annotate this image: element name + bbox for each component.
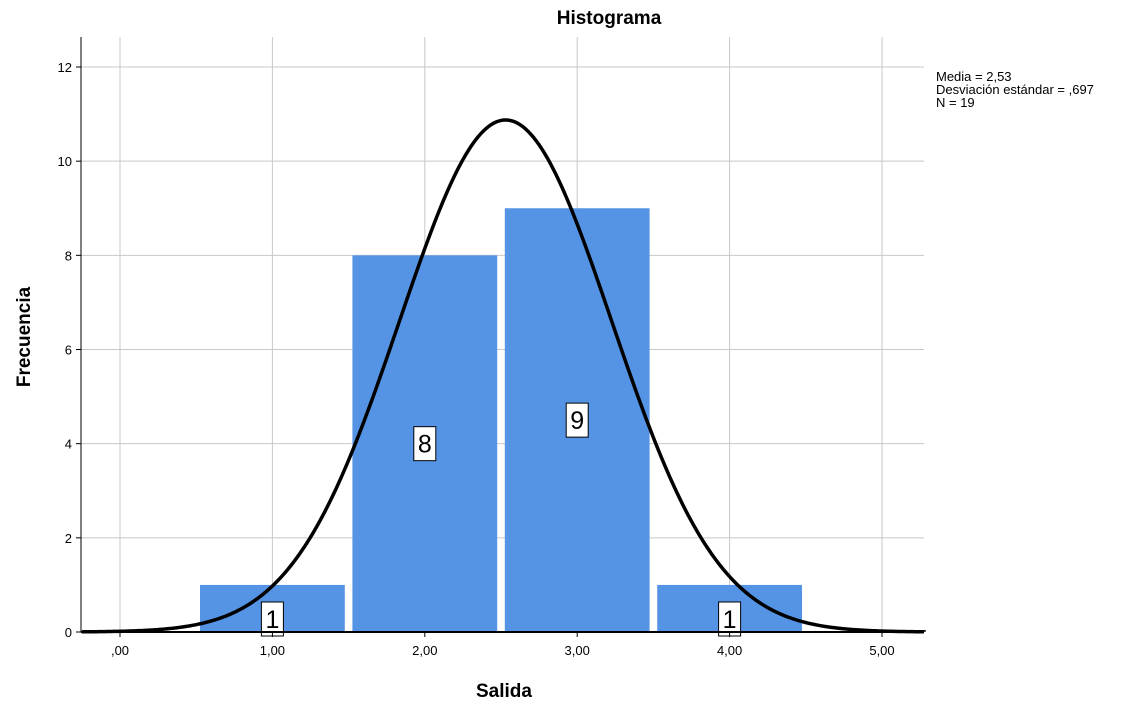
bar-label-box-3 [565, 402, 589, 438]
bar-label-box-2 [413, 426, 437, 462]
y-tick-label: 10 [58, 154, 72, 169]
stats-n: N = 19 [936, 95, 975, 110]
x-tick-label: 5,00 [869, 643, 894, 658]
chart-title: Histograma [557, 8, 662, 29]
normal-curve [81, 118, 926, 634]
stats-mean: Media = 2,53 [936, 69, 1012, 84]
grid-layer [81, 37, 924, 633]
x-tick-label: 1,00 [260, 643, 285, 658]
stats-sd: Desviación estándar = ,697 [936, 82, 1094, 97]
stats-box: Media = 2,53 Desviación estándar = ,697 … [936, 69, 1094, 110]
bar-label-3: 9 [570, 407, 584, 435]
bar-label-4: 1 [723, 606, 737, 634]
bar-label-1: 1 [265, 606, 279, 634]
x-tick-label: ,00 [111, 643, 129, 658]
y-tick-label: 0 [65, 625, 72, 640]
y-tick-label: 2 [65, 531, 72, 546]
x-tick-label: 2,00 [412, 643, 437, 658]
axis-layer: 0 2 4 6 8 10 12 ,00 1,00 2,00 3,00 4,00 5,00 [58, 37, 924, 658]
y-tick-label: 12 [58, 60, 72, 75]
y-axis-label: Frecuencia [14, 286, 35, 387]
x-tick-label: 3,00 [565, 643, 590, 658]
x-axis-label: Salida [476, 681, 532, 702]
y-tick-label: 8 [65, 248, 72, 263]
x-tick-label: 4,00 [717, 643, 742, 658]
y-tick-label: 4 [65, 437, 72, 452]
y-tick-label: 6 [65, 343, 72, 358]
curve-layer [81, 118, 926, 634]
bar-label-2: 8 [418, 431, 432, 459]
